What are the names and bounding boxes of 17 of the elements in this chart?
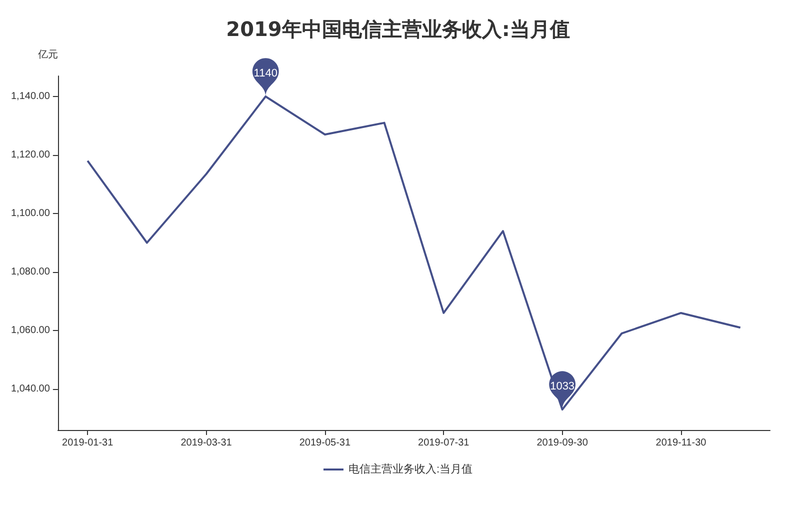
y-tick-label: 1,080.00 [10, 266, 50, 278]
x-tick-label: 2019-05-31 [299, 438, 351, 448]
y-axis-title: 亿元 [36, 50, 58, 60]
annotation: 1140 [254, 67, 278, 80]
x-tick-label: 2019-07-31 [418, 438, 470, 448]
legend-label: 电信主营业务收入:当月值 [348, 462, 473, 476]
x-tick-label: 2019-03-31 [180, 438, 232, 448]
y-tick-label: 1,040.00 [10, 384, 50, 395]
y-tick-label: 1,120.00 [10, 149, 50, 160]
y-tick-label: 1,100.00 [10, 208, 50, 220]
x-tick-label: 2019-11-30 [656, 438, 707, 448]
x-tick-label: 2019-09-30 [536, 438, 588, 448]
y-tick-label: 1,140.00 [10, 90, 50, 102]
x-tick-label: 2019-01-31 [62, 438, 114, 448]
y-tick-label: 1,060.00 [10, 325, 50, 336]
chart-title: 2019年中国电信主营业务收入:当月值 [226, 17, 570, 41]
annotation: 1033 [550, 380, 575, 393]
